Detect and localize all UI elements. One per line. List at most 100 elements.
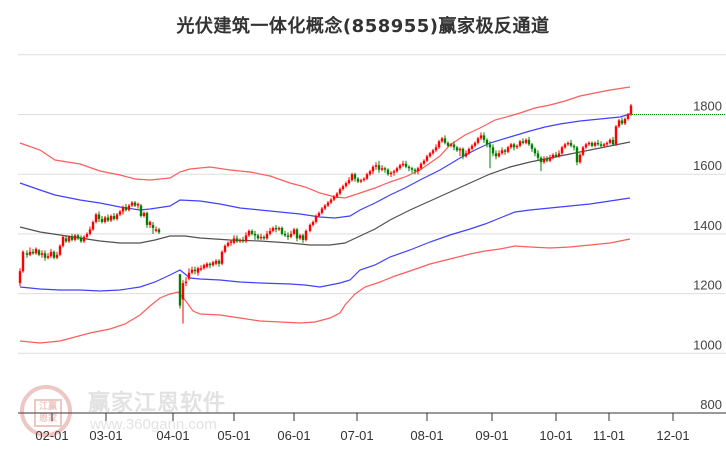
- candle-body: [578, 154, 582, 163]
- candle-body: [37, 250, 41, 255]
- candle-body: [542, 159, 546, 163]
- band-line: [19, 113, 631, 219]
- candle-body: [557, 153, 561, 157]
- candle-body: [268, 230, 272, 234]
- candle-body: [344, 183, 348, 187]
- candle-body: [563, 144, 567, 148]
- candle-body: [566, 142, 570, 145]
- x-tick-label: 06-01: [277, 428, 310, 443]
- candle-body: [434, 147, 438, 151]
- candle-body: [317, 213, 321, 216]
- candle-body: [323, 205, 327, 209]
- candle-body: [94, 214, 98, 222]
- x-tick-label: 07-01: [340, 428, 373, 443]
- candle-body: [256, 235, 260, 239]
- candle-body: [226, 242, 230, 246]
- candle-body: [91, 221, 95, 230]
- candle-body: [124, 207, 128, 211]
- candle-body: [21, 251, 25, 272]
- candle-body: [464, 153, 468, 157]
- candle-body: [587, 142, 591, 145]
- candle-body: [311, 221, 315, 225]
- candle-body: [178, 274, 182, 306]
- candle-body: [404, 163, 408, 167]
- candle-body: [461, 148, 465, 157]
- candle-body: [479, 135, 483, 139]
- candle-body: [491, 147, 495, 154]
- candle-body: [253, 233, 257, 236]
- candle-body: [202, 265, 206, 269]
- candle-body: [440, 138, 444, 142]
- candle-body: [40, 253, 44, 255]
- x-axis: 02-01 03-01 04-01 05-01 06-01 07-01 08-01 09-01…: [18, 412, 726, 443]
- candle-body: [304, 230, 308, 240]
- candle-body: [265, 233, 269, 239]
- band-line: [19, 86, 631, 199]
- candle-body: [151, 224, 155, 228]
- candle-body: [88, 229, 92, 234]
- candle-body: [187, 272, 191, 279]
- candle-body: [401, 163, 405, 166]
- candle-body: [449, 144, 453, 146]
- candle-body: [593, 142, 597, 146]
- gridlines: [18, 54, 726, 354]
- candle-body: [277, 227, 281, 230]
- candle-body: [314, 215, 318, 222]
- candle-body: [398, 165, 402, 169]
- x-tick-label: 04-01: [156, 428, 189, 443]
- candle-body: [386, 169, 390, 175]
- candle-body: [52, 251, 56, 258]
- candle-body: [380, 168, 384, 170]
- candle-body: [512, 144, 516, 148]
- candle-body: [232, 238, 236, 243]
- candle-body: [425, 156, 429, 161]
- candle-body: [356, 178, 360, 182]
- candle-body: [301, 235, 305, 240]
- candle-body: [85, 233, 89, 237]
- candle-body: [157, 229, 161, 233]
- candle-body: [509, 144, 513, 148]
- candle-body: [488, 144, 492, 148]
- candle-body: [569, 142, 573, 146]
- candle-body: [244, 235, 248, 242]
- candle-body: [196, 268, 200, 273]
- candle-body: [115, 214, 119, 219]
- candle-body: [112, 215, 116, 219]
- candle-body: [250, 230, 254, 234]
- y-tick-label: 800: [700, 397, 722, 412]
- candle-body: [145, 213, 149, 225]
- candle-body: [584, 144, 588, 148]
- candle-body: [377, 165, 381, 170]
- candle-body: [617, 120, 621, 127]
- candle-body: [590, 142, 594, 146]
- candle-body: [61, 236, 65, 246]
- x-tick-label: 12-01: [656, 428, 689, 443]
- y-axis: 800 1000 1200 1400 1600 1800: [693, 99, 722, 413]
- candle-body: [320, 208, 324, 214]
- candle-body: [199, 268, 203, 270]
- x-tick-label: 08-01: [410, 428, 443, 443]
- candle-body: [262, 236, 266, 239]
- candle-body: [259, 236, 263, 239]
- candle-body: [410, 168, 414, 170]
- candle-body: [515, 145, 519, 148]
- candle-body: [118, 211, 122, 215]
- candle-body: [494, 153, 498, 157]
- y-tick-label: 1600: [693, 158, 722, 173]
- candle-body: [620, 120, 624, 124]
- candle-body: [389, 172, 393, 175]
- y-tick-label: 1000: [693, 337, 722, 352]
- candle-body: [103, 217, 107, 222]
- candle-body: [548, 157, 552, 161]
- candle-body: [350, 174, 354, 181]
- candle-body: [73, 235, 77, 240]
- chart-title: 光伏建筑一体化概念(858955)赢家极反通道: [176, 16, 550, 37]
- candle-body: [247, 230, 251, 236]
- candle-body: [413, 169, 417, 172]
- candle-body: [545, 159, 549, 161]
- candle-body: [229, 241, 233, 243]
- x-tick-label: 02-01: [35, 428, 68, 443]
- candle-body: [28, 251, 32, 255]
- candle-body: [500, 150, 504, 154]
